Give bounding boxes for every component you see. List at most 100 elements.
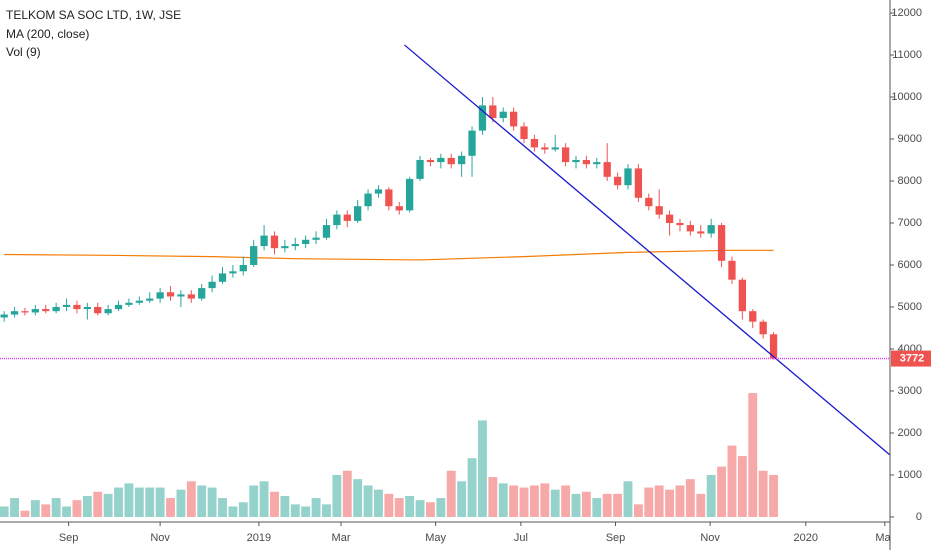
- candle-body: [561, 147, 570, 163]
- candle-body: [260, 235, 268, 247]
- y-tick-label: 9000: [898, 133, 922, 145]
- candle-body: [156, 292, 164, 299]
- trendline: [404, 44, 890, 456]
- volume-bar: [436, 498, 446, 517]
- candle-body: [104, 309, 112, 314]
- candle-body: [10, 311, 19, 315]
- volume-bar: [228, 506, 238, 517]
- candle-body: [364, 193, 372, 207]
- chart-title: TELKOM SA SOC LTD, 1W, JSE: [6, 8, 181, 22]
- y-tick-label: 5000: [898, 301, 922, 313]
- volume-bar: [103, 493, 113, 517]
- plot-area: [0, 44, 890, 517]
- candle-body: [385, 189, 393, 207]
- volume-bar: [270, 491, 279, 517]
- candle-body: [177, 294, 185, 297]
- candle-body: [520, 126, 528, 140]
- candle-body: [416, 160, 424, 179]
- volume-bar: [509, 485, 519, 517]
- candle-body: [697, 231, 705, 234]
- volume-bar: [82, 495, 92, 517]
- candle-body: [645, 197, 653, 207]
- candle-body: [94, 306, 102, 314]
- volume-bar: [134, 487, 144, 517]
- volume-bar: [41, 504, 51, 517]
- last-price-label: 3772: [900, 352, 924, 364]
- volume-bar: [426, 502, 435, 517]
- y-tick-label: 0: [916, 511, 922, 523]
- candle-body: [333, 214, 341, 226]
- candle-body: [322, 225, 331, 238]
- x-tick-label: Mar: [332, 532, 351, 544]
- volume-bar: [706, 474, 716, 517]
- volume-bar: [259, 481, 269, 517]
- volume-bar: [51, 498, 61, 517]
- volume-bar: [727, 445, 737, 517]
- candle-body: [541, 147, 549, 150]
- ma-legend: MA (200, close): [6, 27, 89, 41]
- volume-bar: [561, 485, 571, 517]
- candle-body: [603, 162, 611, 177]
- volume-bar: [446, 470, 456, 517]
- volume-legend: Vol (9): [6, 45, 41, 59]
- volume-bar: [665, 489, 675, 517]
- x-tick-label: Nov: [700, 532, 720, 544]
- candle-body: [146, 298, 154, 301]
- volume-bar: [394, 498, 404, 517]
- volume-bar: [301, 506, 311, 517]
- volume-bar: [62, 506, 71, 517]
- candle-body: [135, 300, 143, 303]
- candle-body: [114, 304, 123, 310]
- candle-body: [707, 225, 715, 234]
- candle-body: [187, 294, 195, 299]
- x-tick-label: Sep: [59, 532, 79, 544]
- volume-bar: [30, 500, 40, 517]
- volume-bar: [207, 487, 217, 517]
- volume-bar: [114, 487, 123, 517]
- ma-line: [4, 249, 774, 261]
- volume-bar: [602, 493, 612, 517]
- volume-bar: [342, 470, 352, 517]
- last-price-box: [891, 350, 931, 367]
- candle-body: [634, 168, 643, 198]
- y-tick-label: 1000: [898, 469, 922, 481]
- y-tick-label: 3000: [898, 385, 922, 397]
- candle-body: [759, 321, 767, 335]
- candle-body: [478, 105, 487, 131]
- candle-body: [239, 264, 247, 272]
- candle-body: [717, 225, 726, 261]
- candle-body: [166, 292, 175, 297]
- candle-body: [229, 271, 237, 274]
- candle-body: [509, 111, 518, 127]
- candle-body: [343, 214, 351, 221]
- x-tick-label: Sep: [606, 532, 626, 544]
- candle-body: [270, 235, 279, 249]
- candle-body: [73, 304, 81, 310]
- volume-bar: [571, 493, 581, 517]
- y-tick-label: 2000: [898, 427, 922, 439]
- candle-body: [686, 225, 695, 232]
- x-tick-label: Mar: [875, 532, 894, 544]
- volume-bar: [644, 487, 654, 517]
- candle-body: [468, 130, 476, 156]
- candle-body: [312, 237, 320, 240]
- candle-body: [42, 309, 50, 312]
- candle-body: [676, 222, 684, 226]
- volume-bar: [0, 506, 9, 517]
- y-tick-label: 8000: [898, 175, 922, 187]
- volume-bar: [748, 393, 758, 517]
- x-ticks: Sep Nov 2019 Mar May Jul Sep Nov 2020 Mar: [59, 522, 894, 544]
- volume-bar: [654, 485, 664, 517]
- candle-body: [749, 311, 757, 322]
- volume-bar: [415, 500, 425, 517]
- candle-body: [457, 155, 466, 165]
- candle-body: [530, 139, 539, 148]
- x-tick-label: Jul: [514, 532, 528, 544]
- candle-body: [374, 189, 383, 194]
- volume-bar: [477, 420, 487, 517]
- volume-bar: [155, 487, 165, 517]
- candle-body: [31, 309, 39, 313]
- volume-bar: [93, 491, 103, 517]
